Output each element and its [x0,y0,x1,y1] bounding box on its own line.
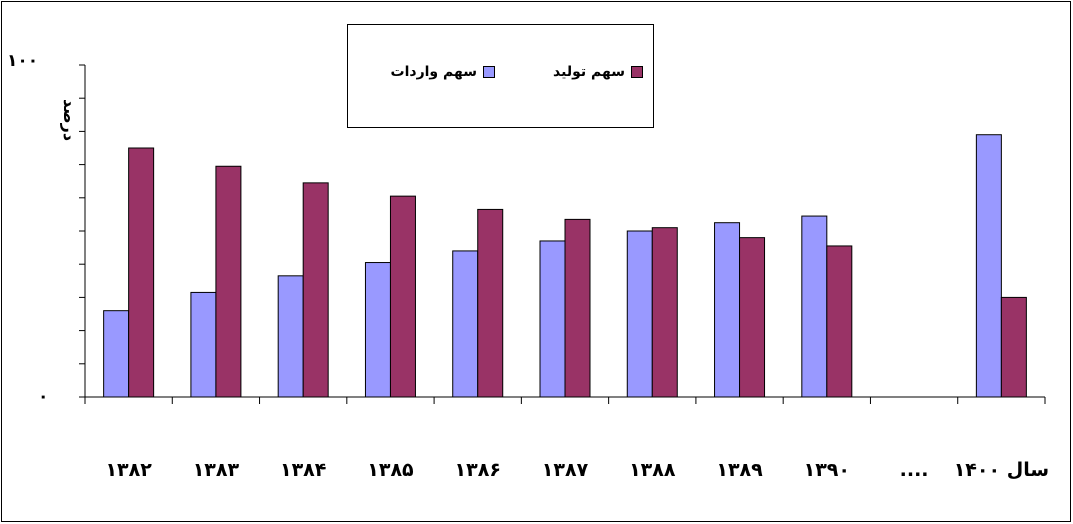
import-bar [801,215,828,398]
x-tick-labels: ۱۳۸۲ ۱۳۸۳ ۱۳۸۴ ۱۳۸۵ ۱۳۸۶ ۱۳۸۷ ۱۳۸۸ ۱۳۸۹ ۱۳۹۰....… [105,459,1049,481]
production-bar [389,195,416,398]
import-bar [364,262,391,398]
production-bar [477,208,504,398]
legend-swatch-production [631,66,643,78]
legend-item-imports: سهم واردات [391,64,495,80]
legend-label-imports: سهم واردات [390,64,477,80]
y-tick-label-min: ۰ [38,387,48,407]
import-bar [190,291,217,398]
production-bar [651,227,678,398]
x-axis [84,396,1046,404]
x-tick-label: ۱۳۸۲ [105,459,152,481]
legend-label-production: سهم تولید [553,64,625,80]
y-tick-label-max: ۱۰۰ [7,51,38,71]
bars [103,134,1027,398]
import-bar [975,134,1002,398]
import-bar [103,310,130,398]
x-tick-label: ۱۳۸۸ [629,459,676,481]
x-tick-label: .... [900,459,929,481]
x-tick-label: ۱۳۸۵ [367,459,414,481]
production-bar [1000,296,1027,398]
legend: سهم تولید سهم واردات [347,24,654,128]
x-tick-label: ۱۳۸۳ [193,459,240,481]
production-bar [564,218,591,398]
production-bar [128,147,155,398]
x-tick-label: ۱۳۸۷ [542,459,589,481]
y-axis-label: درصد [60,99,79,141]
production-bar [739,237,766,398]
import-bar [539,240,566,398]
production-bar [302,182,329,398]
production-bar [215,165,242,398]
x-tick-label: ۱۳۹۰ [804,459,850,481]
x-tick-label: ۱۳۸۹ [716,459,763,481]
x-tick-label: ۱۳۸۴ [280,459,326,481]
import-bar [626,230,653,398]
y-axis [79,64,86,398]
import-bar [277,275,304,398]
import-bar [452,250,479,398]
legend-swatch-imports [483,66,495,78]
x-tick-label: ۱۳۸۶ [455,459,501,481]
import-bar [714,222,741,398]
legend-item-production: سهم تولید [553,64,643,80]
x-tick-label: سال ۱۴۰۰ [954,459,1049,481]
production-bar [826,245,853,398]
